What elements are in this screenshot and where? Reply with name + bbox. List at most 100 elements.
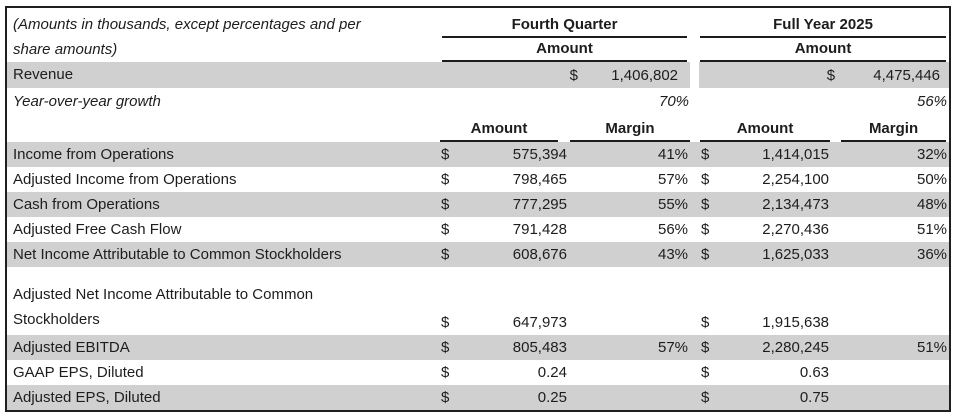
fq-margin	[570, 267, 690, 335]
table-row: Cash from Operations $777,295 55% $2,134,47…	[7, 192, 950, 217]
column-gutter	[690, 385, 700, 410]
dollar-sign: $	[699, 242, 721, 267]
fy-margin: 51%	[917, 221, 948, 238]
row-label: Cash from Operations	[7, 192, 435, 217]
fy-group-header-cell: Full Year 2025	[699, 8, 949, 38]
fq-amount-header: Amount	[442, 40, 688, 62]
fy-margin-subheader-cell: Margin	[832, 115, 949, 142]
table-row: GAAP EPS, Diluted $0.24 $0.63	[7, 360, 949, 385]
fq-amount-header-cell: Amount	[435, 38, 690, 62]
fq-amount: 0.24	[537, 364, 567, 381]
dollar-sign: $	[699, 385, 721, 410]
fq-margin: 56%	[657, 221, 689, 238]
fy-amount-subheader: Amount	[700, 120, 831, 142]
column-gutter	[690, 217, 699, 242]
fy-amount-header: Amount	[700, 40, 947, 62]
table-row: Net Income Attributable to Common Stockh…	[7, 242, 950, 267]
dollar-sign: $	[701, 314, 710, 331]
fy-amount: 1,915,638	[762, 314, 830, 331]
fq-amount: 608,676	[457, 242, 570, 267]
row-label: Revenue	[7, 62, 435, 88]
row-label: GAAP EPS, Diluted	[13, 363, 144, 381]
fq-amount: 805,483	[457, 335, 570, 360]
fq-margin-subheader-cell: Margin	[570, 115, 691, 142]
fy-margin: 32%	[832, 142, 950, 167]
dollar-sign: $	[701, 221, 710, 238]
dollar-sign: $	[441, 171, 450, 188]
fy-margin: 48%	[832, 192, 950, 217]
fq-amount-subheader-cell: Amount	[435, 115, 570, 142]
fq-group-header-cell: Fourth Quarter	[435, 8, 690, 38]
dollar-sign: $	[701, 171, 710, 188]
dollar-sign: $	[701, 364, 710, 381]
table-row: Adjusted Net Income Attributable to Comm…	[7, 267, 949, 335]
empty-cell	[7, 115, 435, 142]
fy-amount-subheader-cell: Amount	[699, 115, 832, 142]
row-label: Adjusted Free Cash Flow	[13, 220, 182, 238]
row-label: Adjusted EBITDA	[7, 335, 435, 360]
fy-amount-header-cell: Amount	[699, 38, 949, 62]
fy-margin	[832, 360, 949, 385]
dollar-sign: $	[699, 142, 721, 167]
table-row: Income from Operations $575,394 41% $1,414,…	[7, 142, 950, 167]
column-gutter	[690, 335, 700, 360]
fy-amount: 1,625,033	[720, 242, 833, 267]
dollar-sign: $	[435, 192, 457, 217]
fq-amount: 791,428	[512, 221, 567, 238]
fq-amount: 1,406,802	[611, 66, 679, 84]
column-gutter	[690, 115, 699, 142]
dollar-sign: $	[441, 221, 450, 238]
fq-amount: 647,973	[512, 314, 567, 331]
fy-amount: 0.63	[799, 364, 830, 381]
dollar-sign: $	[826, 66, 836, 84]
row-label: Net Income Attributable to Common Stockh…	[7, 242, 435, 267]
dollar-sign: $	[699, 335, 721, 360]
row-label: Income from Operations	[7, 142, 435, 167]
fy-margin-subheader: Margin	[841, 120, 947, 142]
column-gutter	[690, 142, 700, 167]
fy-revenue-cell: $4,475,446	[699, 62, 950, 88]
row-label: Adjusted Income from Operations	[13, 170, 237, 188]
fy-amount: 2,270,436	[762, 221, 830, 238]
fy-amount: 0.75	[720, 385, 833, 410]
dollar-sign: $	[435, 385, 457, 410]
fq-revenue-cell: $1,406,802	[435, 62, 691, 88]
fq-margin: 55%	[570, 192, 691, 217]
fq-amount-subheader: Amount	[440, 120, 558, 142]
revenue-row: Revenue $1,406,802 $4,475,446	[7, 62, 950, 88]
dollar-sign: $	[441, 364, 450, 381]
dollar-sign: $	[441, 314, 450, 331]
fy-margin	[832, 385, 950, 410]
column-gutter	[690, 38, 699, 62]
fy-group-header: Full Year 2025	[700, 16, 947, 38]
fq-group-header: Fourth Quarter	[442, 16, 688, 38]
column-gutter	[690, 8, 699, 38]
financial-table-frame: (Amounts in thousands, except percentage…	[5, 6, 952, 412]
column-gutter	[690, 192, 700, 217]
fy-margin: 36%	[832, 242, 950, 267]
financial-results-table: (Amounts in thousands, except percentage…	[7, 8, 950, 410]
column-gutter	[690, 88, 699, 115]
table-row: Adjusted EPS, Diluted $0.25 $0.75	[7, 385, 950, 410]
dollar-sign: $	[435, 335, 457, 360]
fq-margin	[570, 385, 691, 410]
row-label: Adjusted Net Income Attributable to Comm…	[13, 286, 314, 328]
row-label: Year-over-year growth	[13, 92, 161, 110]
amount-margin-header-row: Amount Margin Amount Margin	[7, 115, 949, 142]
row-label: Adjusted EPS, Diluted	[7, 385, 435, 410]
amount-header-row: Amount Amount	[7, 38, 949, 62]
group-header-row: (Amounts in thousands, except percentage…	[7, 8, 949, 58]
fy-amount: 2,280,245	[720, 335, 833, 360]
column-gutter	[690, 62, 699, 88]
fy-margin: 51%	[832, 335, 950, 360]
growth-row: Year-over-year growth 70% 56%	[7, 88, 949, 115]
fy-amount: 4,475,446	[873, 66, 941, 84]
fq-margin: 57%	[570, 335, 691, 360]
fq-margin: 57%	[657, 171, 689, 188]
amounts-note: (Amounts in thousands, except percentage…	[13, 16, 361, 58]
table-row: Adjusted Free Cash Flow $791,428 56% $2,270…	[7, 217, 949, 242]
fq-margin: 43%	[570, 242, 691, 267]
fq-margin-subheader: Margin	[570, 120, 691, 142]
fy-margin	[832, 267, 949, 335]
fq-amount: 777,295	[457, 192, 570, 217]
